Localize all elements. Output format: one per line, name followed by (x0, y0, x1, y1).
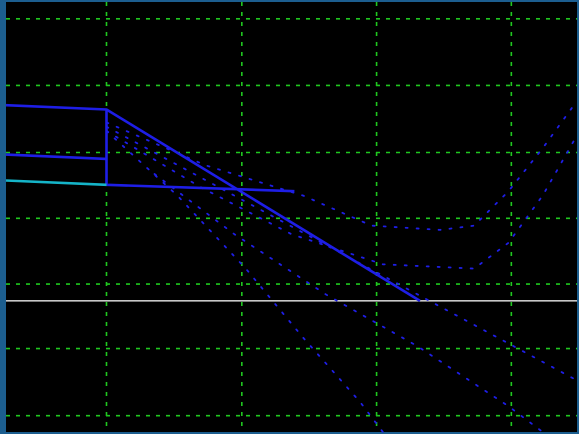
series-layer (5, 100, 578, 433)
dotted-series-line-4 (105, 100, 578, 231)
series-line-1 (5, 153, 107, 161)
series-line-2 (105, 108, 421, 303)
series-line-0 (5, 103, 295, 193)
series-line-3 (5, 179, 107, 187)
dotted-series-line-7 (105, 130, 384, 433)
grid-layer (6, 2, 577, 432)
dotted-series-line-8 (153, 173, 544, 433)
dotted-series-line-6 (105, 125, 578, 382)
dotted-series-line-5 (105, 130, 578, 270)
